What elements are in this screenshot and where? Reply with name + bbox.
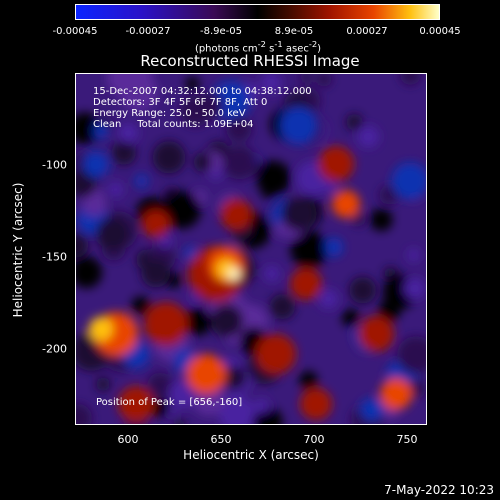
colorbar-tick: 0.00045	[419, 26, 461, 37]
colorbar-tick: -8.9e-05	[200, 26, 242, 37]
timestamp: 7-May-2022 10:23	[384, 483, 494, 497]
rhessi-image	[75, 73, 427, 425]
x-tick-label: 700	[303, 433, 325, 446]
rhessi-image-map	[76, 74, 426, 424]
peak-position-label: Position of Peak = [656,-160]	[96, 397, 243, 408]
y-tick-label: -150	[42, 250, 67, 264]
x-axis-label: Heliocentric X (arcsec)	[183, 448, 319, 462]
colorbar-tick: 8.9e-05	[274, 26, 314, 37]
plot-title: Reconstructed RHESSI Image	[140, 52, 360, 70]
colorbar-tick: -0.00045	[52, 26, 98, 37]
info-detectors: Detectors: 3F 4F 5F 6F 7F 8F, Att 0	[93, 97, 268, 108]
x-tick-label: 750	[396, 433, 418, 446]
colorbar	[75, 4, 440, 20]
x-tick-label: 650	[210, 433, 232, 446]
y-tick-label: -100	[42, 158, 67, 172]
x-tick-label: 600	[117, 433, 139, 446]
colorbar-tick: -0.00027	[125, 26, 171, 37]
info-energy-range: Energy Range: 25.0 - 50.0 keV	[93, 108, 246, 119]
colorbar-unit: (photons cm-2 s-1 asec-2)	[194, 39, 322, 55]
y-tick-label: -200	[42, 342, 67, 356]
colorbar-tick: 0.00027	[346, 26, 388, 37]
info-clean-counts: Clean Total counts: 1.09E+04	[93, 119, 254, 130]
info-time-range: 15-Dec-2007 04:32:12.000 to 04:38:12.000	[93, 86, 312, 97]
y-axis-label: Heliocentric Y (arcsec)	[11, 182, 25, 318]
